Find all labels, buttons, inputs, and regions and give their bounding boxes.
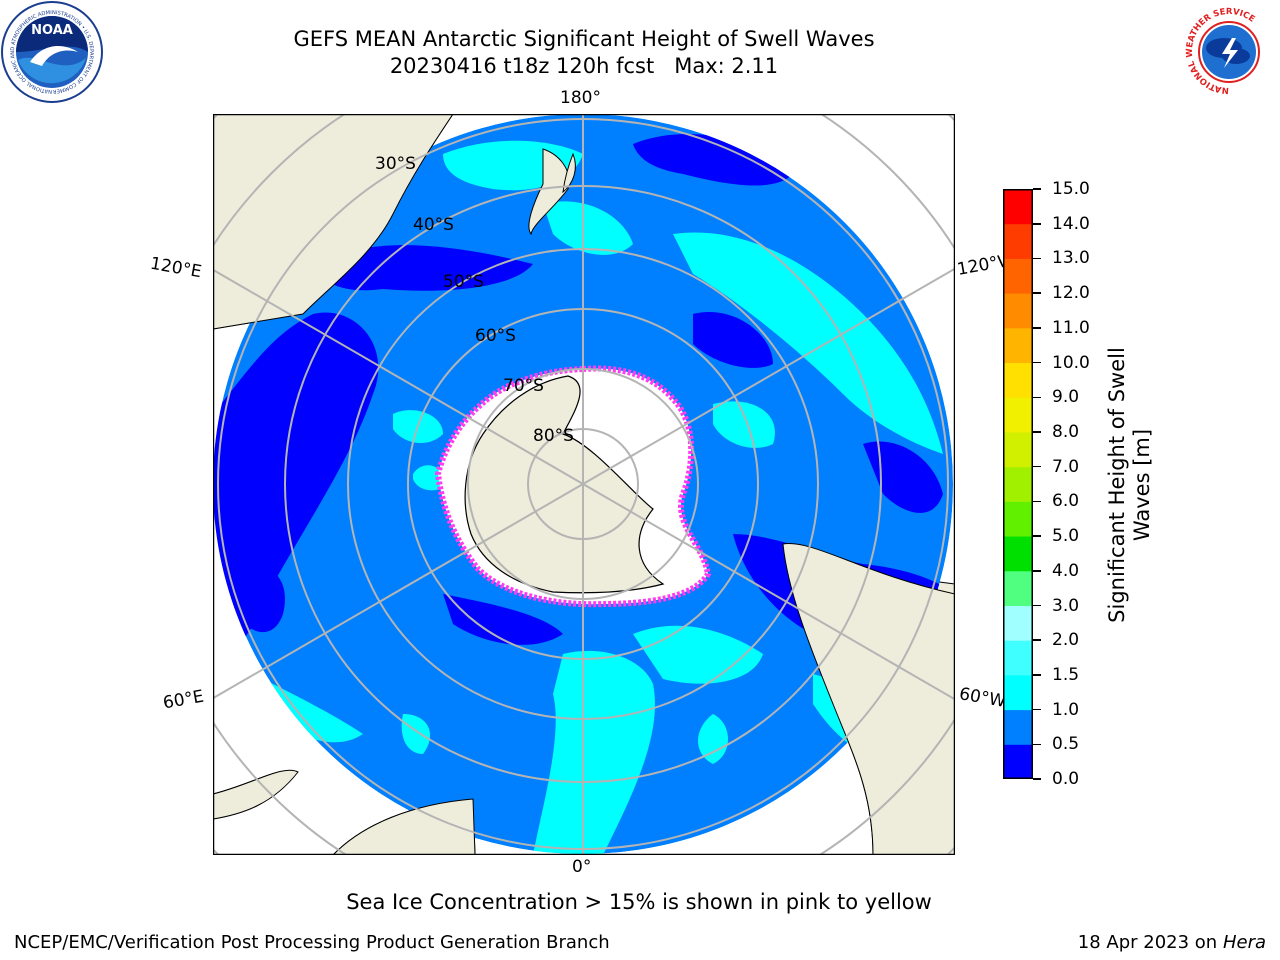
lat-label-40s: 40°S	[413, 215, 454, 235]
colorbar-tick-label: 5.0	[1052, 526, 1080, 547]
colorbar-swatch	[1003, 501, 1033, 537]
colorbar-tick	[1033, 396, 1041, 398]
colorbar-tick	[1033, 465, 1041, 468]
colorbar-tick-label: 13.0	[1052, 248, 1090, 269]
colorbar-tick-label: 8.0	[1052, 421, 1080, 442]
colorbar-tick-label: 15.0	[1052, 179, 1090, 199]
colorbar-tick	[1033, 674, 1041, 676]
lat-label-50s: 50°S	[443, 272, 484, 292]
lon-label-0: 0°	[572, 857, 592, 877]
lat-label-70s: 70°S	[503, 376, 544, 396]
colorbar-tick-label: 4.0	[1052, 560, 1080, 581]
colorbar-tick-label: 10.0	[1052, 352, 1090, 373]
colorbar-tick	[1033, 431, 1041, 433]
colorbar-swatch	[1003, 536, 1033, 572]
lon-label-180: 180°	[560, 88, 601, 108]
colorbar-swatch	[1003, 189, 1033, 225]
colorbar-swatch	[1003, 674, 1033, 711]
chart-subtitle: 20230416 t18z 120h fcst Max: 2.11	[389, 54, 779, 78]
colorbar-tick-label: 11.0	[1052, 317, 1090, 338]
colorbar-swatch	[1003, 640, 1033, 676]
chart-title: GEFS MEAN Antarctic Significant Height o…	[293, 27, 875, 51]
colorbar-tick	[1033, 535, 1041, 537]
antarctica	[434, 365, 712, 608]
colorbar-swatch	[1003, 709, 1033, 745]
colorbar-swatch	[1003, 744, 1033, 779]
colorbar-tick	[1033, 361, 1041, 364]
colorbar-swatch	[1003, 223, 1033, 259]
footer-credit: NCEP/EMC/Verification Post Processing Pr…	[14, 932, 610, 953]
colorbar-tick	[1033, 500, 1041, 503]
colorbar-tick	[1033, 639, 1041, 641]
colorbar-tick-label: 0.0	[1052, 769, 1080, 789]
colorbar-swatch	[1003, 327, 1033, 364]
graticule	[213, 114, 955, 855]
colorbar-tick	[1033, 223, 1041, 225]
colorbar-tick-label: 2.0	[1052, 630, 1080, 651]
svg-text:NOAA: NOAA	[31, 23, 73, 38]
footer-date: 18 Apr 2023 on Hera	[1077, 932, 1266, 953]
colorbar-tick	[1033, 570, 1041, 572]
nws-logo-icon: NATIONAL WEATHER SERVICE	[1180, 3, 1278, 101]
colorbar-tick-label: 7.0	[1052, 456, 1080, 477]
lon-label-60e: 60°E	[161, 686, 206, 714]
polar-map: 30°S 40°S 50°S 60°S 70°S 80°S	[213, 114, 955, 855]
lat-label-80s: 80°S	[533, 426, 574, 446]
colorbar-tick	[1033, 188, 1041, 190]
colorbar-tick-label: 1.5	[1052, 664, 1080, 685]
colorbar-tick-label: 0.5	[1052, 734, 1080, 755]
colorbar-tick-label: 12.0	[1052, 283, 1090, 304]
colorbar-swatch	[1003, 258, 1033, 294]
colorbar-tick	[1033, 778, 1041, 780]
lon-label-60w: 60°W	[957, 684, 1008, 712]
colorbar-swatch	[1003, 362, 1033, 398]
colorbar-tick	[1033, 257, 1041, 260]
lat-label-60s: 60°S	[475, 326, 516, 346]
lat-label-30s: 30°S	[375, 154, 416, 174]
lon-label-120e: 120°E	[148, 253, 204, 283]
noaa-logo-icon: NATIONAL OCEANIC AND ATMOSPHERIC ADMINIS…	[0, 0, 103, 103]
colorbar-tick-label: 1.0	[1052, 699, 1080, 720]
colorbar-tick	[1033, 292, 1041, 294]
colorbar-swatch	[1003, 431, 1033, 468]
colorbar	[1003, 189, 1033, 779]
sea-ice-caption: Sea Ice Concentration > 15% is shown in …	[346, 890, 932, 914]
colorbar-title: Significant Height of Swell Waves [m]	[1105, 347, 1154, 623]
colorbar-swatch	[1003, 466, 1033, 502]
colorbar-tick-label: 3.0	[1052, 595, 1080, 616]
colorbar-tick-label: 14.0	[1052, 213, 1090, 234]
colorbar-tick	[1033, 743, 1041, 745]
colorbar-tick	[1033, 708, 1041, 711]
colorbar-tick	[1033, 327, 1041, 329]
colorbar-tick-label: 6.0	[1052, 491, 1080, 512]
colorbar-tick	[1033, 604, 1041, 607]
colorbar-tick-label: 9.0	[1052, 387, 1080, 408]
colorbar-swatch	[1003, 570, 1033, 606]
colorbar-swatch	[1003, 605, 1033, 641]
colorbar-swatch	[1003, 293, 1033, 329]
colorbar-swatch	[1003, 397, 1033, 433]
